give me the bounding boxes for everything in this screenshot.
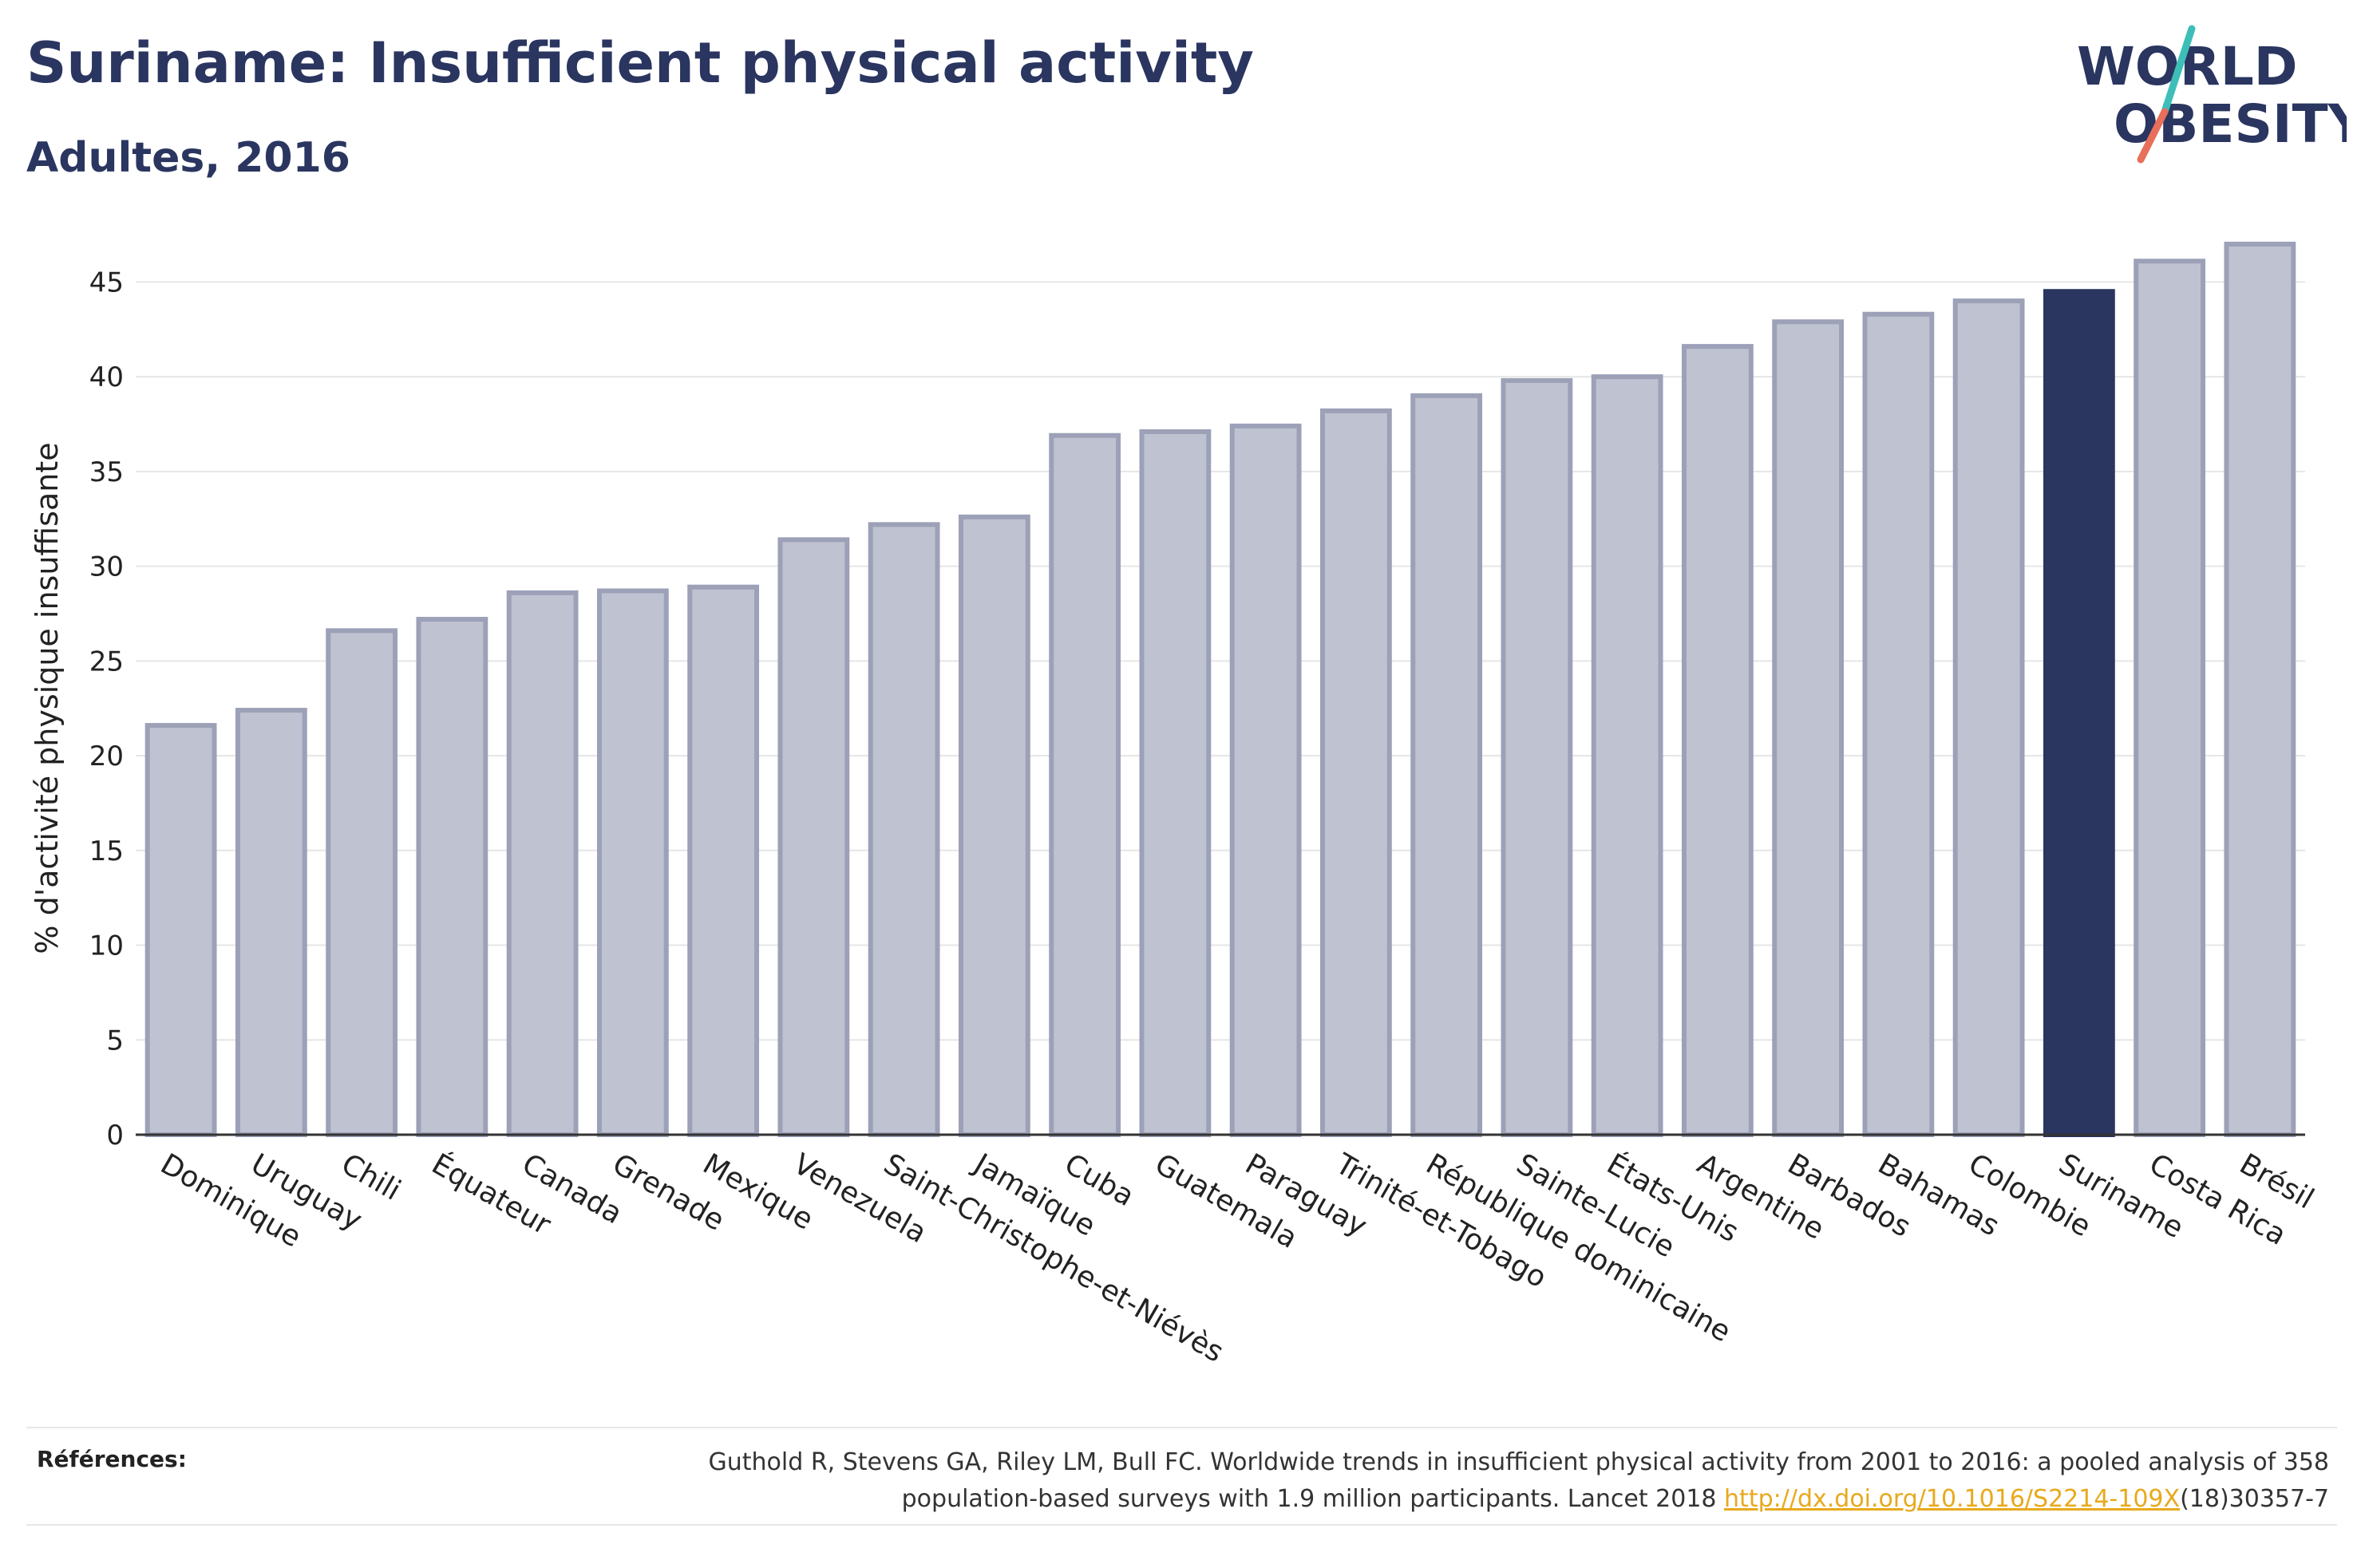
bar-Équateur — [416, 617, 488, 1137]
footer-divider-bottom — [26, 1524, 2337, 1526]
world-obesity-logo: WORLD OBESITY — [2077, 25, 2347, 164]
logo-line2: OBESITY — [2114, 93, 2347, 155]
y-tick-label: 5 — [106, 1025, 124, 1057]
y-tick-label: 35 — [89, 456, 124, 488]
bar-Dominique — [144, 723, 217, 1137]
bar-chart: 0 5 10 15 20 25 30 35 40 45 DominiqueUruguayChili… — [30, 241, 2319, 1369]
bar-Argentine — [1681, 344, 1754, 1137]
y-tick-label: 15 — [89, 835, 124, 867]
bar-Cuba — [1049, 432, 1121, 1137]
bar-Uruguay — [235, 708, 307, 1137]
reference-line2-prefix: population-based surveys with 1.9 millio… — [901, 1485, 1725, 1513]
bar-Venezuela — [777, 537, 850, 1137]
references-text: Guthold R, Stevens GA, Riley LM, Bull FC… — [653, 1444, 2329, 1518]
bar-États-Unis — [1591, 374, 1663, 1137]
footer-divider-top — [26, 1427, 2337, 1428]
bar-Guatemala — [1139, 429, 1212, 1137]
y-tick-label: 45 — [89, 267, 124, 298]
y-tick-label: 20 — [89, 741, 124, 772]
chart-subtitle: Adultes, 2016 — [26, 134, 350, 182]
y-tick-label: 0 — [106, 1120, 124, 1151]
bar-Saint-Christophe-et-Niévès — [868, 522, 940, 1137]
bar-Barbados — [1772, 319, 1845, 1137]
y-tick-labels: 0 5 10 15 20 25 30 35 40 45 — [89, 267, 124, 1151]
bar-Sainte-Lucie — [1501, 377, 1573, 1137]
bar-Brésil — [2224, 241, 2296, 1138]
bar-République dominicaine — [1410, 393, 1483, 1137]
y-tick-label: 25 — [89, 646, 124, 677]
bar-Jamaïque — [958, 514, 1030, 1137]
bar-Bahamas — [1862, 311, 1935, 1138]
bars — [144, 241, 2296, 1138]
reference-line2-suffix: (18)30357-7 — [2180, 1485, 2329, 1513]
logo-slash-teal — [2161, 25, 2196, 116]
bar-Canada — [506, 590, 579, 1137]
y-tick-label: 10 — [89, 930, 124, 962]
bar-Colombie — [1952, 298, 2025, 1137]
y-tick-label: 30 — [89, 551, 124, 583]
reference-line1: Guthold R, Stevens GA, Riley LM, Bull FC… — [708, 1448, 2329, 1476]
bar-Chili — [326, 628, 398, 1137]
bar-Trinité-et-Tobago — [1319, 408, 1392, 1137]
y-tick-label: 40 — [89, 361, 124, 393]
y-axis-label: % d'activité physique insuffisante — [30, 442, 65, 954]
bar-Costa Rica — [2134, 259, 2206, 1137]
chart-title: Suriname: Insufficient physical activity — [26, 30, 1254, 96]
bar-Mexique — [687, 584, 760, 1137]
bar-Grenade — [596, 588, 669, 1137]
bar-Paraguay — [1229, 423, 1302, 1137]
references-label: Références: — [37, 1446, 187, 1472]
logo-slash-coral — [2137, 108, 2169, 164]
bar-Suriname — [2043, 289, 2115, 1138]
reference-doi-link[interactable]: http://dx.doi.org/10.1016/S2214-109X — [1724, 1485, 2181, 1513]
grid-lines — [136, 281, 2305, 1041]
